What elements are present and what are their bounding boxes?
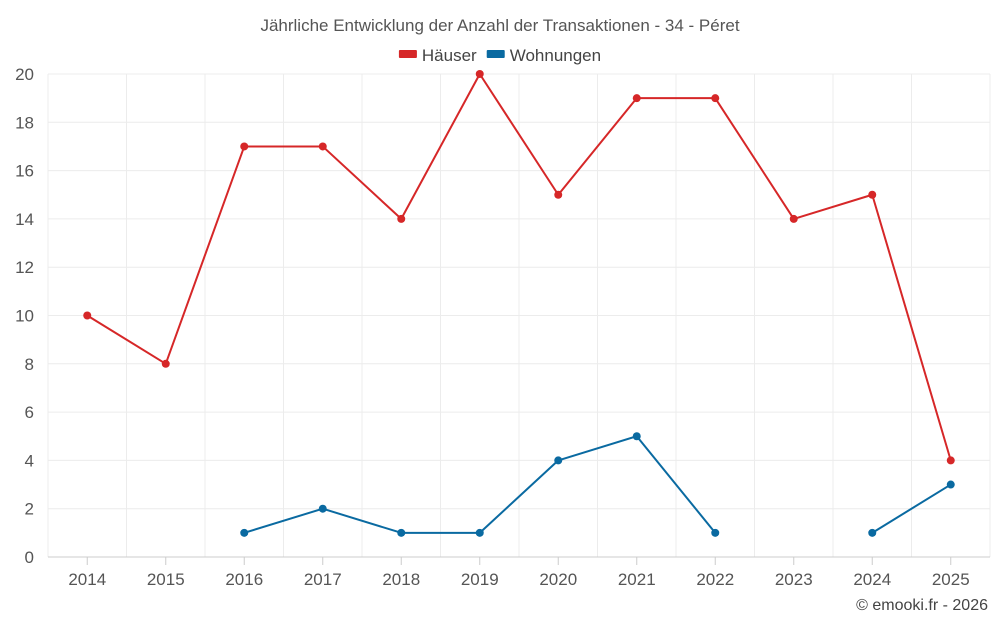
x-tick-label: 2016: [225, 570, 263, 589]
y-tick-label: 20: [15, 65, 34, 84]
x-tick-label: 2015: [147, 570, 185, 589]
x-tick-label: 2017: [304, 570, 342, 589]
y-tick-label: 18: [15, 113, 34, 132]
x-tick-label: 2019: [461, 570, 499, 589]
x-tick-label: 2022: [696, 570, 734, 589]
data-point[interactable]: [83, 311, 92, 320]
series-wohnungen: [240, 432, 955, 537]
data-point[interactable]: [318, 142, 327, 151]
x-tick-label: 2025: [932, 570, 970, 589]
gridlines: [47, 73, 991, 557]
data-point[interactable]: [632, 432, 641, 441]
legend-item[interactable]: Häuser: [398, 46, 477, 65]
y-tick-label: 6: [25, 403, 34, 422]
x-tick-label: 2020: [539, 570, 577, 589]
data-point[interactable]: [789, 214, 798, 223]
y-tick-label: 12: [15, 258, 34, 277]
x-tick-label: 2023: [775, 570, 813, 589]
data-point[interactable]: [554, 190, 563, 199]
data-point[interactable]: [161, 359, 170, 368]
data-point[interactable]: [868, 528, 877, 537]
data-point[interactable]: [868, 190, 877, 199]
x-tick-label: 2021: [618, 570, 656, 589]
data-point[interactable]: [475, 70, 484, 78]
y-tick-label: 14: [15, 210, 34, 229]
legend-label: Häuser: [422, 46, 477, 65]
x-tick-label: 2024: [853, 570, 891, 589]
data-point[interactable]: [240, 142, 249, 151]
x-tick-label: 2014: [68, 570, 106, 589]
legend[interactable]: Häuser Wohnungen: [398, 46, 601, 65]
data-point[interactable]: [711, 94, 720, 103]
data-point[interactable]: [711, 528, 720, 537]
x-tick-label: 2018: [382, 570, 420, 589]
data-point[interactable]: [946, 480, 955, 489]
legend-label: Wohnungen: [510, 46, 601, 65]
axes: 0 2 4 6 8 10 12 14 16 18 20 2014 2015 2016 2017 2018 201…: [15, 65, 990, 589]
y-tick-label: 4: [25, 451, 34, 470]
y-tick-label: 8: [25, 355, 34, 374]
series-h-user: [83, 70, 955, 465]
data-point[interactable]: [318, 504, 327, 513]
chart-title: Jährliche Entwicklung der Anzahl der Tra…: [260, 16, 739, 35]
data-point[interactable]: [397, 214, 406, 223]
data-point[interactable]: [946, 456, 955, 465]
legend-item[interactable]: Wohnungen: [486, 46, 601, 65]
y-tick-label: 0: [25, 548, 34, 567]
series-line-h-user: [86, 73, 952, 461]
y-tick-label: 10: [15, 307, 34, 326]
legend-swatch: [398, 50, 417, 58]
y-tick-label: 2: [25, 500, 34, 519]
data-point[interactable]: [475, 528, 484, 537]
y-tick-label: 16: [15, 162, 34, 181]
legend-swatch: [486, 50, 505, 58]
data-point[interactable]: [554, 456, 563, 465]
data-point[interactable]: [632, 94, 641, 103]
data-point[interactable]: [240, 528, 249, 537]
series-layer: [83, 70, 955, 537]
credit-text: © emooki.fr - 2026: [856, 597, 988, 614]
data-point[interactable]: [397, 528, 406, 537]
